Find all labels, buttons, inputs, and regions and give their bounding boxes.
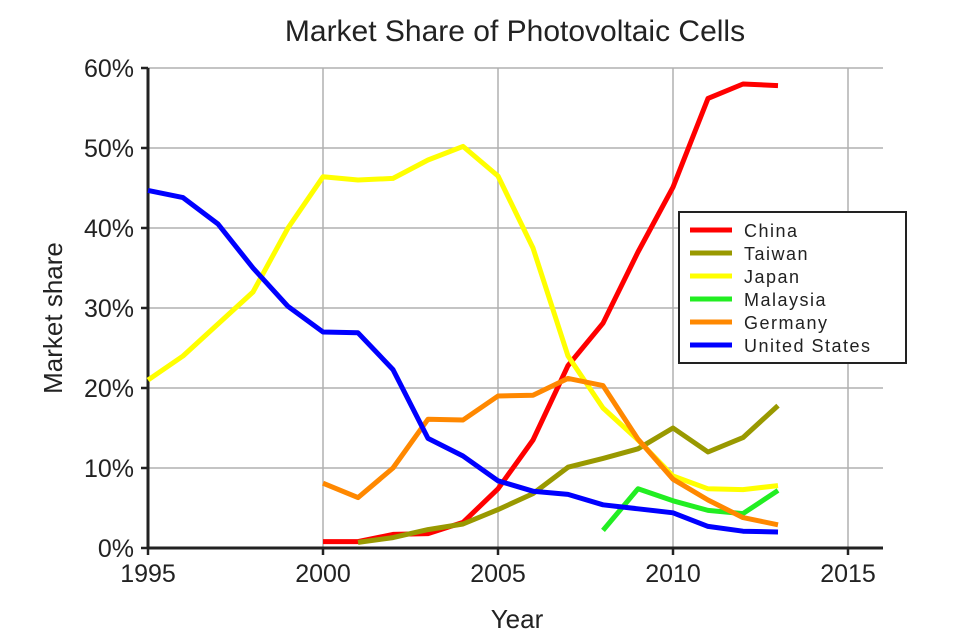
y-tick-label: 40% [84,215,134,243]
series-line-germany [322,375,779,528]
x-axis-title: Year [491,604,544,634]
y-tick-label: 20% [84,375,134,403]
legend-label-taiwan: Taiwan [744,244,809,264]
series-line-taiwan [357,403,780,545]
legend-box [678,211,907,364]
x-tick-label: 2000 [295,560,351,588]
y-tick-label: 0% [98,535,134,563]
x-tick-label: 2015 [820,560,876,588]
series-lines [146,81,780,545]
series-line-malaysia [601,486,780,533]
x-tick-label: 2005 [470,560,526,588]
axes: 1995 2000 2005 2010 2015 0% 10% 20% 30% 40% 50% 60% [84,55,883,588]
series-line-united-states [147,187,779,535]
y-tick-label: 50% [84,135,134,163]
y-axis-title: Market share [38,242,68,394]
y-tick-label: 30% [84,295,134,323]
legend-label-china: China [744,221,799,241]
legend-label-germany: Germany [744,313,829,333]
y-tick-label: 10% [84,455,134,483]
x-tick-label: 1995 [120,560,176,588]
legend-label-malaysia: Malaysia [744,290,827,310]
x-tick-label: 2010 [645,560,701,588]
legend-label-united-states: United States [744,336,872,356]
y-tick-label: 60% [84,55,134,83]
chart-title: Market Share of Photovoltaic Cells [285,15,745,48]
legend: China Taiwan Japan Malaysia Germany United St… [678,211,907,364]
legend-label-japan: Japan [744,267,801,287]
